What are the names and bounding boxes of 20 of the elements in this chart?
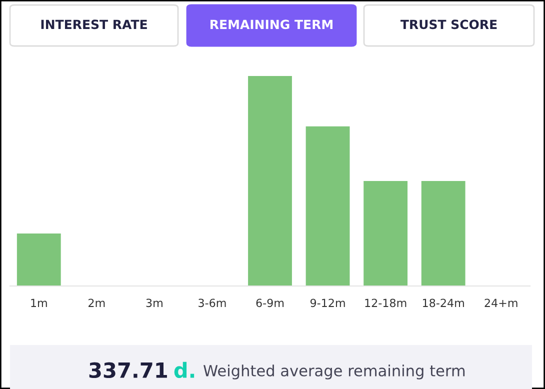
text: Weighted average remaining term [204,364,465,380]
x-tick-label: 3-6m [198,298,226,308]
text: INTEREST RATE [41,20,147,30]
x-tick-label: 12-18m [365,298,406,308]
bar [16,233,61,286]
text: TRUST SCORE [400,20,497,30]
bar [306,126,350,286]
x-tick-label: 2m [88,298,105,307]
text: REMAINING TERM [210,20,332,30]
x-tick-label: 18-24m [423,298,464,308]
bar [421,180,466,286]
bar [248,76,292,286]
bar [364,180,408,286]
x-tick-label: 3m [146,298,162,308]
x-tick-label: 9-12m [310,298,345,308]
x-tick-label: 1m [31,298,47,307]
text: 337.71 [89,362,167,378]
x-tick-label: 24+m [484,298,518,307]
x-tick-label: 6-9m [256,298,284,308]
text: d. [174,362,194,378]
